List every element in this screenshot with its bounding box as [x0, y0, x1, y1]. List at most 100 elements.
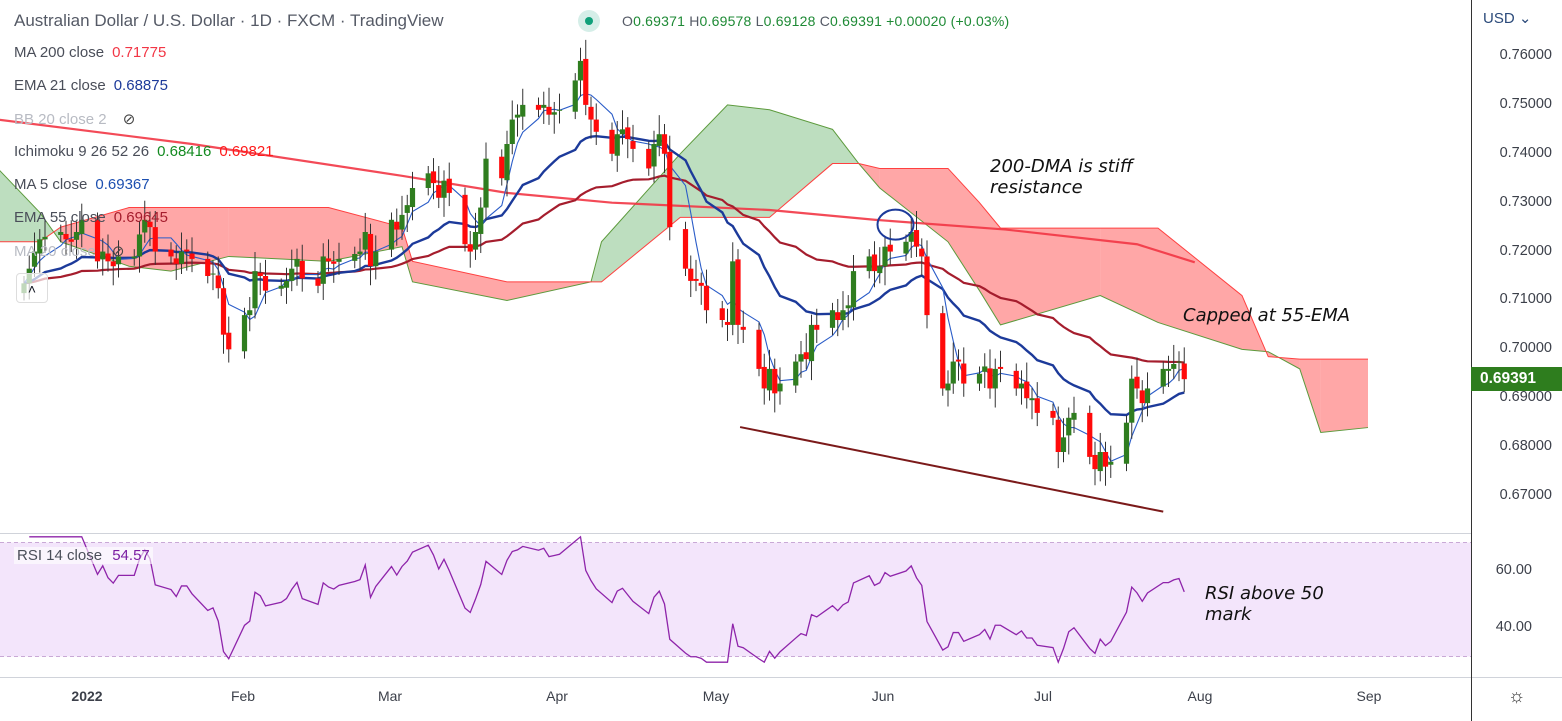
candle-body — [1013, 370, 1019, 389]
eye-hidden-icon[interactable]: ⊘ — [107, 243, 125, 260]
candle-body — [546, 106, 552, 115]
candle-body — [740, 326, 746, 330]
candle-body — [756, 329, 762, 369]
candle-body — [1050, 410, 1056, 418]
candle-body — [467, 244, 473, 252]
candle-body — [976, 373, 983, 384]
candle-body — [241, 315, 248, 352]
candle-body — [793, 361, 799, 386]
price-tick-label: 0.68000 — [1499, 438, 1552, 455]
candle-body — [462, 194, 468, 245]
time-tick-label: Sep — [1356, 688, 1382, 704]
candle-body — [1123, 422, 1130, 464]
candle-body — [399, 214, 405, 230]
ichimoku-cloud-segment — [1320, 359, 1368, 433]
candle-body — [698, 282, 704, 286]
legend-value: 0.68416 — [157, 143, 212, 160]
price-tick-label: 0.74000 — [1499, 144, 1552, 161]
candle-body — [441, 180, 447, 198]
candle-body — [871, 254, 878, 272]
ma200-line — [0, 118, 1196, 264]
candle-body — [1092, 454, 1098, 470]
rsi-tick-label: 60.00 — [1495, 562, 1532, 578]
candle-body — [908, 232, 914, 242]
candle-body — [997, 366, 1004, 369]
candle-body — [299, 260, 305, 279]
candle-body — [1018, 383, 1025, 389]
candle-body — [1108, 461, 1114, 465]
candle-body — [583, 58, 589, 105]
ichimoku-cloud-segment — [1000, 228, 1101, 325]
legend-item[interactable]: MA 20 close ⊘ — [14, 242, 124, 260]
candle-body — [142, 219, 148, 233]
candle-body — [719, 308, 725, 321]
candle-body — [226, 332, 232, 350]
candle-body — [73, 232, 80, 240]
candle-body — [205, 258, 211, 277]
candle-body — [551, 112, 557, 115]
time-tick-label: May — [702, 688, 730, 704]
legend-label: MA 5 close — [14, 176, 88, 193]
candle-body — [184, 249, 190, 252]
candle-body — [646, 148, 652, 169]
ichimoku-cloud-segment — [601, 153, 681, 282]
candle-body — [903, 241, 909, 254]
candle-body — [509, 119, 515, 145]
candle-body — [919, 248, 925, 257]
chevron-up-icon: ˄ — [27, 281, 37, 297]
candle-body — [940, 313, 946, 389]
collapse-legend-button[interactable]: ˄ — [16, 273, 48, 303]
candle-body — [803, 352, 809, 360]
candle-body — [472, 232, 479, 250]
candle-body — [693, 278, 699, 281]
candle-body — [1024, 381, 1030, 399]
time-tick-label: Aug — [1187, 688, 1213, 704]
candle-body — [1181, 363, 1187, 380]
candle-body — [37, 239, 43, 254]
candle-body — [315, 278, 321, 286]
ichimoku-cloud-segment — [948, 168, 980, 291]
price-tick-label: 0.76000 — [1499, 47, 1552, 63]
ema55-line — [23, 174, 1185, 364]
legend-item[interactable]: BB 20 close 2 ⊘ — [14, 110, 135, 128]
candle-body — [835, 312, 841, 321]
price-tick-label: 0.67000 — [1499, 487, 1552, 503]
candle-body — [850, 271, 857, 308]
legend-item[interactable]: EMA 21 close 0.68875 — [14, 77, 168, 94]
legend-label: EMA 55 close — [14, 209, 106, 226]
candle-body — [688, 268, 694, 281]
candle-body — [294, 258, 300, 267]
market-status-icon[interactable] — [578, 10, 600, 32]
candle-body — [42, 236, 48, 240]
candle-body — [829, 310, 836, 328]
legend-item[interactable]: Ichimoku 9 26 52 26 0.68416 0.69821 — [14, 143, 274, 160]
legend-item[interactable]: EMA 55 close 0.69645 — [14, 209, 168, 226]
candle-body — [1144, 388, 1151, 404]
candle-body — [79, 219, 85, 234]
candle-body — [1071, 412, 1077, 420]
legend-item[interactable]: MA 200 close 0.71775 — [14, 44, 166, 61]
legend-value: 0.68875 — [113, 77, 168, 94]
legend-item[interactable]: MA 5 close 0.69367 — [14, 176, 150, 193]
candle-body — [913, 230, 920, 247]
ichimoku-cloud-segment — [171, 207, 229, 272]
legend-label: Ichimoku 9 26 52 26 — [14, 143, 150, 160]
candle-body — [950, 361, 956, 384]
candle-body — [409, 188, 416, 208]
candle-body — [982, 366, 988, 372]
settings-gear-icon[interactable]: ☼ — [1508, 686, 1526, 707]
candle-body — [630, 141, 636, 149]
eye-hidden-icon[interactable]: ⊘ — [118, 111, 136, 128]
price-tick-label: 0.72000 — [1499, 242, 1552, 259]
ichimoku-cloud-segment — [727, 104, 770, 218]
candle-body — [63, 233, 69, 240]
candle-body — [478, 207, 484, 234]
annotation-rsi: RSI above 50 mark — [1205, 583, 1324, 625]
currency-selector[interactable]: USD ⌄ — [1483, 10, 1532, 27]
time-tick-label: Jul — [1034, 688, 1052, 704]
candle-body — [614, 134, 620, 156]
legend-value: 0.69645 — [113, 209, 168, 226]
candle-body — [105, 253, 111, 262]
candle-body — [866, 256, 872, 272]
